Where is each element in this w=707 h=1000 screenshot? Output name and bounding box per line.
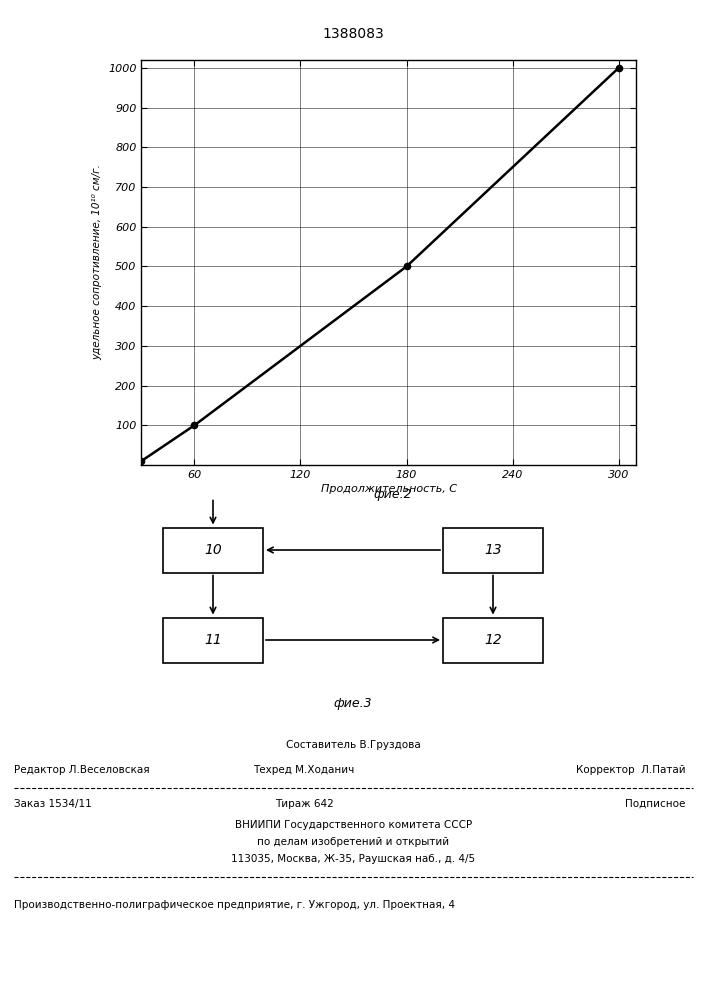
Text: Редактор Л.Веселовская: Редактор Л.Веселовская	[14, 765, 150, 775]
Text: Производственно-полиграфическое предприятие, г. Ужгород, ул. Проектная, 4: Производственно-полиграфическое предприя…	[14, 900, 455, 910]
Y-axis label: удельное сопротивление, 10¹⁰ см/г.: удельное сопротивление, 10¹⁰ см/г.	[93, 165, 103, 360]
Bar	[443, 617, 543, 662]
Text: Подписное: Подписное	[626, 799, 686, 809]
Text: 12: 12	[484, 633, 502, 647]
Text: 13: 13	[484, 543, 502, 557]
Text: Техред М.Ходанич: Техред М.Ходанич	[253, 765, 355, 775]
Bar	[163, 617, 263, 662]
Bar	[443, 528, 543, 572]
Text: Тираж 642: Тираж 642	[274, 799, 334, 809]
Text: 10: 10	[204, 543, 222, 557]
Text: ВНИИПИ Государственного комитета СССР: ВНИИПИ Государственного комитета СССР	[235, 820, 472, 830]
Text: фие.3: фие.3	[334, 696, 373, 710]
Text: 11: 11	[204, 633, 222, 647]
Text: Составитель В.Груздова: Составитель В.Груздова	[286, 740, 421, 750]
Text: по делам изобретений и открытий: по делам изобретений и открытий	[257, 837, 450, 847]
Text: 1388083: 1388083	[322, 27, 385, 41]
Text: Корректор  Л.Патай: Корректор Л.Патай	[576, 765, 686, 775]
Bar	[163, 528, 263, 572]
Text: Заказ 1534/11: Заказ 1534/11	[14, 799, 92, 809]
Text: фие.2: фие.2	[373, 488, 411, 501]
X-axis label: Продолжительность, С: Продолжительность, С	[321, 484, 457, 494]
Text: 113035, Москва, Ж-35, Раушская наб., д. 4/5: 113035, Москва, Ж-35, Раушская наб., д. …	[231, 854, 476, 864]
